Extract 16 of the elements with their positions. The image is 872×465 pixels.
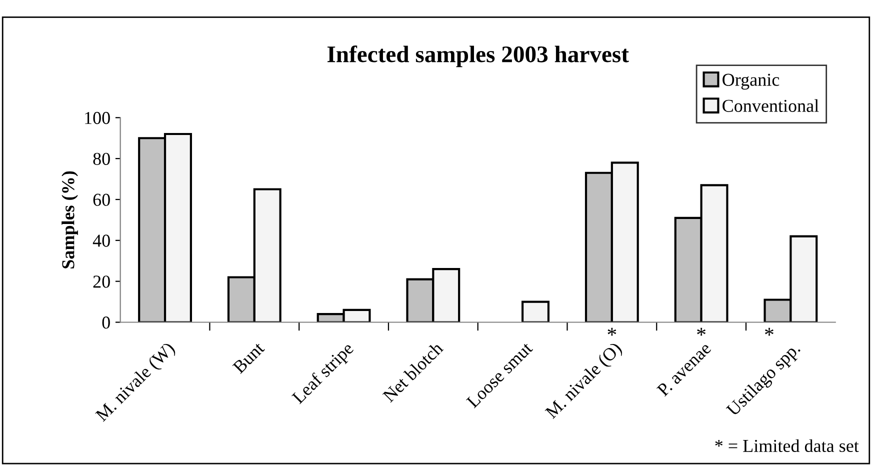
- y-axis-title: Samples (%): [62, 171, 78, 268]
- text: *: [765, 328, 774, 336]
- legend-label: Organic: [722, 74, 780, 90]
- x-tick-label: Bunt: [232, 341, 266, 374]
- y-tick-label: 40: [92, 234, 110, 247]
- chart-title: Infected samples 2003 harvest: [327, 45, 629, 68]
- y-tick-label: 100: [85, 112, 110, 124]
- text: *: [697, 328, 706, 336]
- legend-label: Conventional: [722, 99, 819, 112]
- text: *: [608, 328, 616, 336]
- y-tick-label: 60: [93, 194, 110, 206]
- y-tick-label: 20: [93, 276, 110, 288]
- bar: [522, 300, 550, 322]
- y-tick-label: 80: [93, 152, 110, 166]
- text: * = Limited data set: [715, 439, 859, 452]
- y-tick-label: 0: [102, 316, 110, 329]
